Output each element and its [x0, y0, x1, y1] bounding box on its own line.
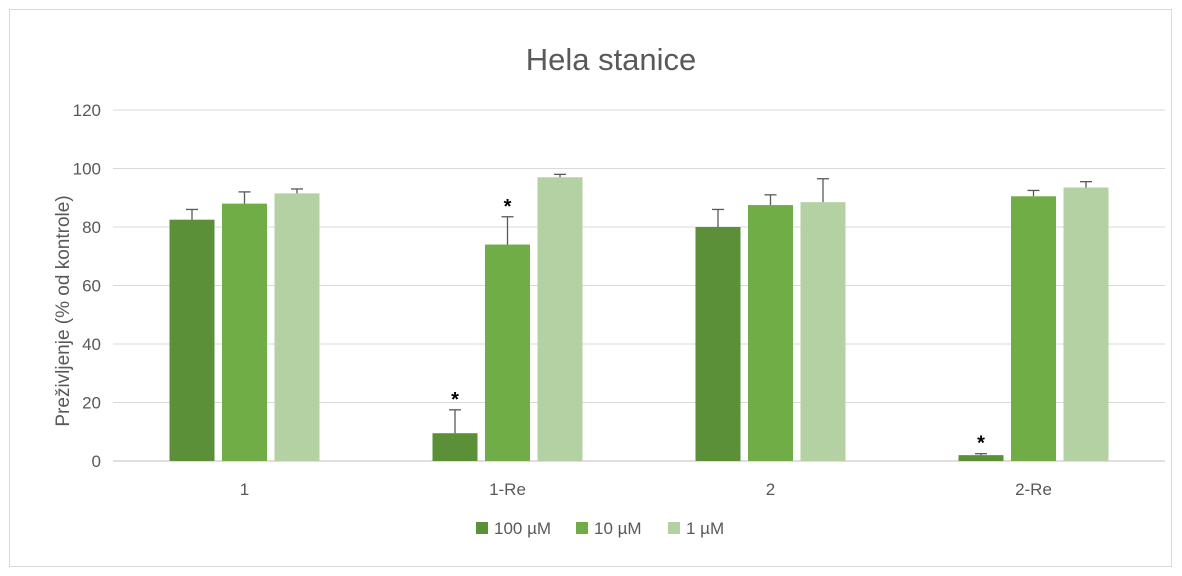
gridlines — [113, 109, 1165, 462]
bar — [169, 219, 215, 461]
bar — [748, 205, 793, 461]
legend-swatch — [576, 522, 588, 534]
legend-label: 100 µM — [494, 519, 551, 538]
legend-item: 10 µM — [576, 519, 642, 538]
y-tick-label: 20 — [82, 394, 101, 413]
bar — [1011, 196, 1056, 461]
bar — [958, 455, 1004, 461]
legend-label: 10 µM — [594, 519, 642, 538]
y-tick-label: 60 — [82, 277, 101, 296]
x-tick-label: 1 — [240, 480, 249, 499]
bar — [485, 244, 530, 461]
legend-item: 100 µM — [476, 519, 551, 538]
significance-marker: * — [451, 389, 459, 411]
y-tick-label: 0 — [92, 452, 101, 471]
y-tick-label: 40 — [82, 335, 101, 354]
significance-marker: * — [504, 196, 512, 218]
y-axis-title: Preživljenje (% od kontrole) — [53, 195, 74, 426]
significance-marker: * — [977, 433, 985, 455]
chart-title: Hela stanice — [526, 42, 697, 77]
y-axis-ticks: 0 20 40 60 80 100 120 — [73, 101, 101, 471]
legend-item: 1 µM — [668, 519, 724, 538]
y-tick-label: 100 — [73, 160, 101, 179]
x-tick-label: 2-Re — [1015, 480, 1052, 499]
x-tick-label: 2 — [766, 480, 775, 499]
bar — [222, 203, 267, 461]
y-tick-label: 120 — [73, 101, 101, 120]
bar — [1063, 187, 1109, 461]
legend-swatch — [476, 522, 488, 534]
x-axis-ticks: 1 1-Re 2 2-Re — [240, 480, 1052, 499]
bar — [432, 433, 478, 461]
legend-label: 1 µM — [686, 519, 724, 538]
bar — [274, 193, 320, 462]
legend-swatch — [668, 522, 680, 534]
bar — [537, 177, 583, 461]
bar — [695, 227, 741, 461]
bars: * * * — [169, 173, 1109, 462]
bar — [800, 202, 846, 461]
legend: 100 µM 10 µM 1 µM — [476, 519, 724, 538]
y-tick-label: 80 — [82, 218, 101, 237]
x-tick-label: 1-Re — [489, 480, 526, 499]
